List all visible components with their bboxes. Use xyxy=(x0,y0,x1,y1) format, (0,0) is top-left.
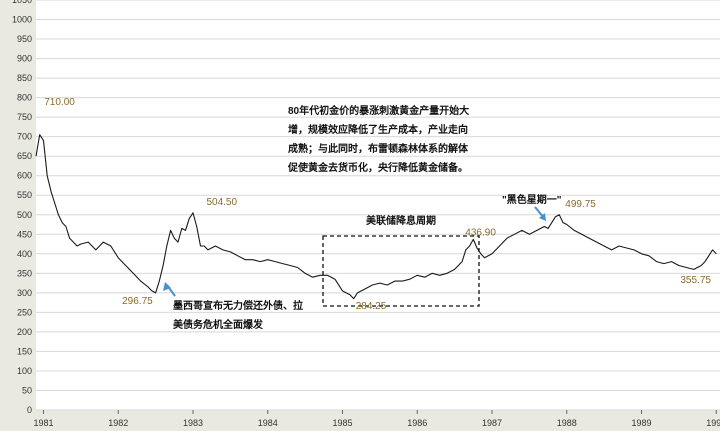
fed-cut-cycle-label: 美联储降息周期 xyxy=(366,214,436,227)
value-label: 284.25 xyxy=(356,301,387,312)
y-tick-label: 150 xyxy=(17,346,32,356)
y-tick-label: 950 xyxy=(17,34,32,44)
x-tick-label: 1986 xyxy=(407,418,427,428)
y-tick-label: 100 xyxy=(17,366,32,376)
y-tick-label: 550 xyxy=(17,190,32,200)
y-tick-label: 600 xyxy=(17,171,32,181)
y-tick-label: 500 xyxy=(17,210,32,220)
top-note-line-1: 80年代初金价的暴涨刺激黄金产量开始大 xyxy=(288,104,469,117)
fed-cut-cycle-box xyxy=(322,235,480,307)
x-tick-label: 1990 xyxy=(706,418,720,428)
y-tick-label: 400 xyxy=(17,249,32,259)
x-tick-label: 1985 xyxy=(332,418,352,428)
top-note-line-3: 成熟；与此同时，布雷顿森林体系的解体 xyxy=(288,142,469,155)
y-tick-label: 1000 xyxy=(12,15,32,25)
mexico-note-line-1: 墨西哥宣布无力偿还外债、拉 xyxy=(173,299,303,312)
x-tick-label: 1981 xyxy=(33,418,53,428)
y-tick-label: 250 xyxy=(17,307,32,317)
black-monday-label: "黑色星期一" xyxy=(502,193,562,206)
x-tick-label: 1987 xyxy=(482,418,502,428)
y-tick-label: 50 xyxy=(22,385,32,395)
x-tick-label: 1988 xyxy=(557,418,577,428)
y-tick-label: 450 xyxy=(17,229,32,239)
y-tick-label: 300 xyxy=(17,288,32,298)
value-label: 355.75 xyxy=(680,275,711,286)
value-label: 436.90 xyxy=(465,227,496,238)
x-tick-label: 1984 xyxy=(258,418,278,428)
y-tick-label: 900 xyxy=(17,54,32,64)
y-tick-label: 850 xyxy=(17,73,32,83)
y-tick-label: 350 xyxy=(17,268,32,278)
y-tick-label: 750 xyxy=(17,112,32,122)
x-tick-label: 1989 xyxy=(631,418,651,428)
y-tick-label: 650 xyxy=(17,151,32,161)
y-tick-label: 0 xyxy=(27,405,32,415)
y-tick-label: 200 xyxy=(17,327,32,337)
value-label: 710.00 xyxy=(44,97,75,108)
plot-area xyxy=(36,0,720,410)
y-tick-label: 800 xyxy=(17,93,32,103)
value-label: 296.75 xyxy=(122,296,153,307)
gold-price-line xyxy=(35,134,717,300)
top-note-line-2: 增，规模效应降低了生产成本，产业走向 xyxy=(288,123,468,136)
y-tick-label: 1050 xyxy=(12,0,32,5)
x-tick-label: 1983 xyxy=(183,418,203,428)
mexico-arrow xyxy=(163,282,176,297)
y-tick-label: 700 xyxy=(17,132,32,142)
x-tick-label: 1982 xyxy=(108,418,128,428)
value-label: 504.50 xyxy=(206,197,237,208)
top-note-line-4: 促使黄金去货币化，央行降低黄金储备。 xyxy=(287,161,468,174)
value-label: 499.75 xyxy=(565,199,596,210)
black-monday-arrow xyxy=(534,206,546,221)
mexico-note-line-2: 美债务危机全面爆发 xyxy=(173,318,264,331)
